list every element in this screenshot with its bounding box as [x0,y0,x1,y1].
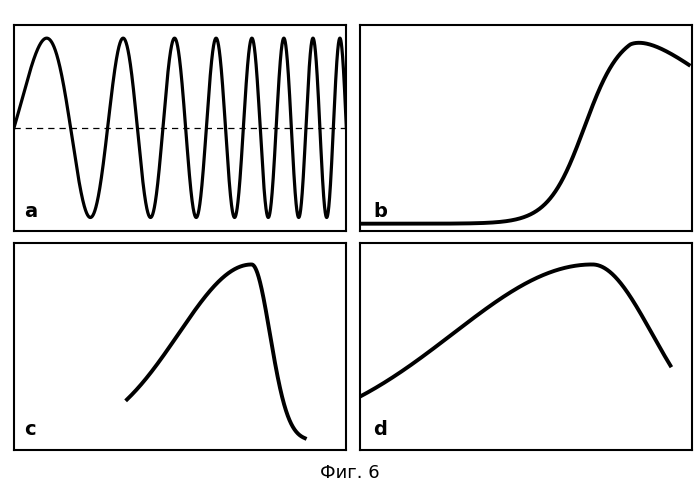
Text: a: a [24,202,37,221]
Text: c: c [24,420,36,439]
Text: b: b [373,202,387,221]
Text: Фиг. 6: Фиг. 6 [319,464,380,482]
Text: d: d [373,420,387,439]
